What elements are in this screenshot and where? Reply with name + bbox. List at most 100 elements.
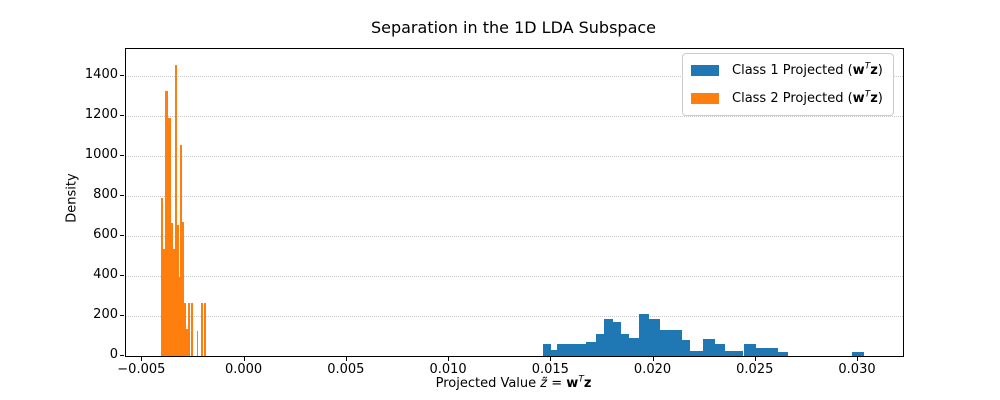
legend-item-class2: Class 2 Projected (wTz) [689, 89, 887, 106]
x-tick-mark [857, 357, 859, 361]
histogram-bar-class1 [778, 351, 789, 356]
y-tick-mark [120, 115, 124, 116]
y-gridline [126, 76, 903, 77]
histogram-bar-class1 [604, 319, 613, 356]
histogram-bar-class2 [178, 277, 181, 356]
histogram-bar-class1 [714, 344, 726, 356]
y-gridline [126, 276, 903, 277]
x-tick-mark [550, 357, 552, 361]
class1-color-swatch [691, 65, 719, 77]
x-tick-label: 0.000 [224, 362, 263, 377]
x-tick-mark [754, 357, 756, 361]
histogram-bar-class1 [639, 313, 650, 356]
histogram-bar-class1 [649, 319, 660, 356]
legend: Class 1 Projected (wTz) Class 2 Projecte… [682, 53, 894, 116]
histogram-bar-class2 [177, 225, 179, 356]
histogram-bar-class1 [612, 322, 621, 356]
histogram-bar-class1 [557, 344, 566, 356]
y-tick-mark [120, 235, 124, 236]
histogram-bar-class1 [573, 344, 587, 356]
y-tick-mark [120, 195, 124, 196]
histogram-bar-class2 [200, 303, 203, 356]
class2-color-swatch [691, 92, 719, 104]
x-tick-mark [652, 357, 654, 361]
histogram-bar-class2 [170, 223, 174, 356]
histogram-bar-class1 [565, 344, 574, 356]
histogram-bar-class1 [743, 343, 756, 356]
y-gridline [126, 116, 903, 117]
x-tick-label: 0.025 [736, 362, 774, 377]
legend-label-class2-close: ) [877, 90, 883, 106]
histogram-bar-class2 [183, 303, 187, 356]
x-axis-label: Projected Value z̃ = wTz [125, 374, 902, 391]
x-tick-label: 0.030 [838, 362, 876, 377]
legend-label-class1: Class 1 Projected (wTz) [732, 61, 883, 79]
legend-label-class1-transpose: T [864, 61, 871, 72]
y-tick-label: 1400 [84, 67, 118, 82]
histogram-bar-class1 [702, 339, 715, 356]
x-tick-label: −0.005 [117, 362, 166, 377]
legend-label-class2-w: w [852, 90, 865, 106]
chart-title: Separation in the 1D LDA Subspace [370, 18, 657, 37]
histogram-bar-class2 [165, 91, 169, 356]
legend-label-class1-text: Class 1 Projected ( [732, 63, 853, 79]
y-tick-mark [120, 275, 124, 276]
histogram-bar-class1 [671, 330, 683, 356]
y-tick-label: 1200 [84, 107, 118, 122]
y-tick-label: 800 [93, 187, 118, 202]
x-tick-mark [448, 357, 450, 361]
legend-item-class1: Class 1 Projected (wTz) [689, 61, 887, 79]
x-axis-label-z: z [583, 376, 592, 391]
histogram-bar-class1 [851, 351, 865, 356]
histogram-bar-class1 [629, 338, 640, 356]
histogram-bar-class1 [543, 344, 552, 356]
histogram-bar-class2 [180, 145, 182, 356]
histogram-bar-class1 [586, 341, 597, 356]
legend-label-class2-z: z [870, 90, 878, 106]
y-gridline [126, 196, 903, 197]
histogram-bar-class2 [190, 303, 194, 356]
x-tick-label: 0.020 [633, 362, 672, 377]
histogram-bar-class2 [203, 303, 206, 356]
y-tick-label: 1000 [84, 147, 118, 162]
histogram-bar-class1 [755, 348, 779, 356]
x-axis-label-w: w [566, 376, 579, 391]
legend-label-class2: Class 2 Projected (wTz) [732, 89, 883, 106]
histogram-bar-class1 [659, 330, 672, 356]
x-axis-label-text: Projected Value [435, 376, 541, 391]
y-gridline [126, 316, 903, 317]
y-tick-label: 600 [93, 227, 118, 242]
y-gridline [126, 236, 903, 237]
histogram-bar-class2 [196, 331, 199, 356]
histogram-bar-class2 [168, 118, 171, 356]
histogram-bar-class2 [187, 303, 190, 356]
x-tick-label: 0.015 [531, 362, 569, 377]
x-tick-label: 0.010 [429, 362, 467, 377]
legend-label-class2-transpose: T [864, 89, 871, 100]
histogram-bar-class2 [160, 198, 164, 356]
y-tick-mark [120, 315, 124, 316]
histogram-bar-class1 [682, 340, 691, 356]
histogram-bar-class2 [182, 222, 184, 356]
x-axis-label-eq: = [547, 376, 567, 391]
histogram-bar-class2 [163, 249, 166, 356]
x-axis-label-transpose: T [578, 374, 584, 385]
y-tick-mark [120, 155, 124, 156]
x-tick-mark [141, 357, 143, 361]
histogram-bar-class1 [725, 351, 744, 356]
x-tick-mark [345, 357, 347, 361]
x-tick-label: 0.005 [327, 362, 365, 377]
y-tick-label: 400 [93, 267, 118, 282]
legend-label-class1-w: w [852, 63, 865, 79]
histogram-bar-class2 [174, 65, 178, 356]
y-tick-label: 200 [93, 307, 118, 322]
x-tick-mark [243, 357, 245, 361]
x-axis-label-zvar: z̃ [540, 376, 548, 391]
y-tick-label: 0 [109, 347, 118, 362]
y-gridline [126, 156, 903, 157]
histogram-bar-class1 [690, 351, 703, 356]
legend-label-class1-z: z [870, 63, 878, 79]
histogram-bar-class1 [596, 334, 605, 356]
legend-label-class1-close: ) [877, 63, 883, 79]
